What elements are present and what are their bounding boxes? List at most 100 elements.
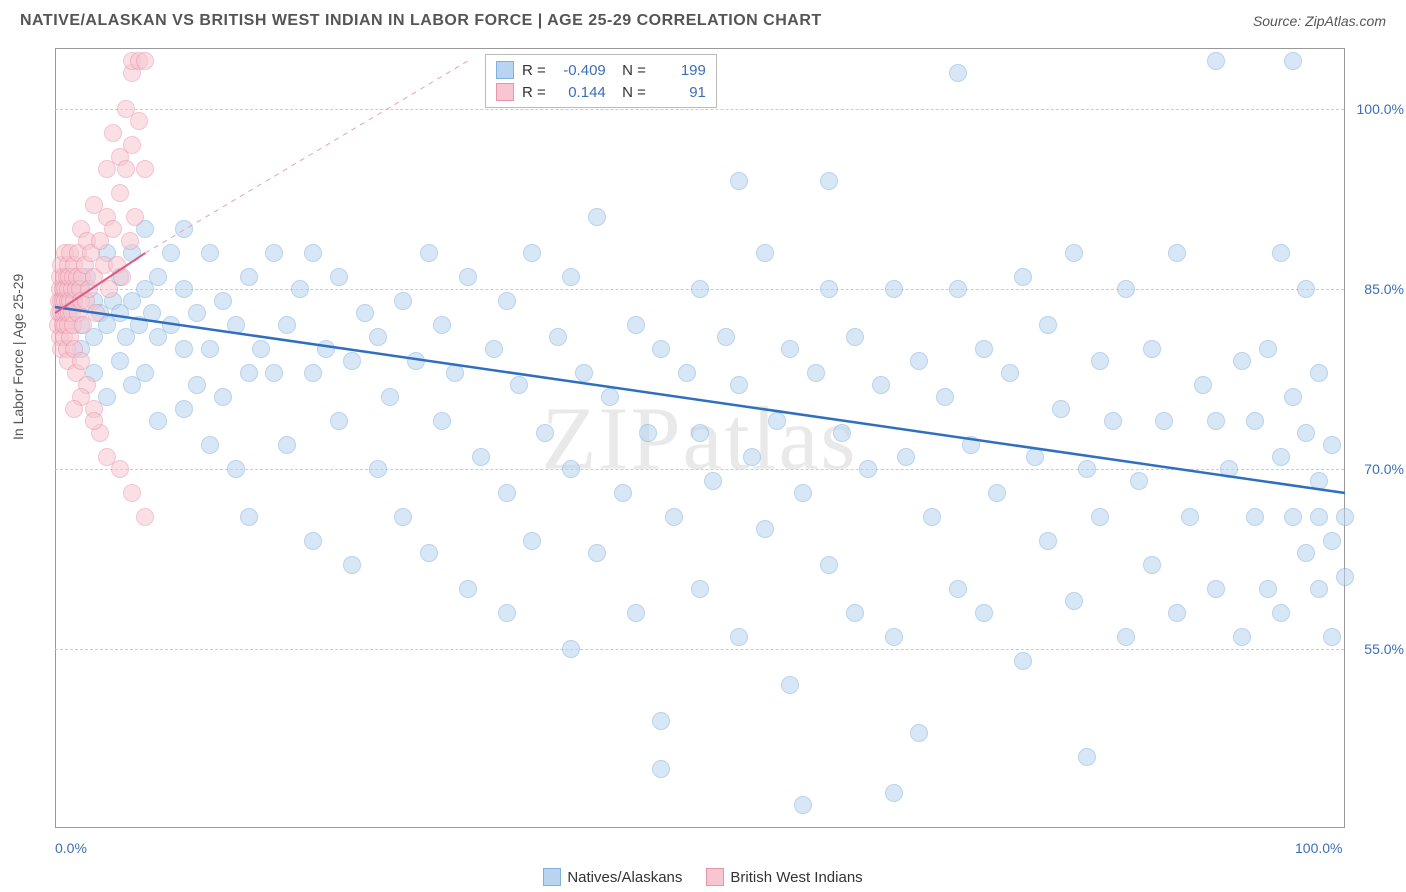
stat-label: R = — [522, 84, 546, 101]
swatch-icon — [706, 868, 724, 886]
data-point — [136, 508, 154, 526]
data-point — [1143, 556, 1161, 574]
data-point — [201, 436, 219, 454]
swatch-icon — [496, 61, 514, 79]
data-point — [1014, 268, 1032, 286]
data-point — [846, 328, 864, 346]
data-point — [149, 268, 167, 286]
data-point — [1039, 532, 1057, 550]
data-point — [130, 112, 148, 130]
gridline — [55, 109, 1344, 110]
stat-n-value: 91 — [654, 84, 706, 101]
data-point — [1310, 364, 1328, 382]
data-point — [188, 304, 206, 322]
data-point — [1220, 460, 1238, 478]
chart-title: NATIVE/ALASKAN VS BRITISH WEST INDIAN IN… — [20, 12, 822, 30]
data-point — [330, 412, 348, 430]
data-point — [485, 340, 503, 358]
data-point — [1272, 448, 1290, 466]
data-point — [1130, 472, 1148, 490]
data-point — [104, 220, 122, 238]
data-point — [794, 484, 812, 502]
data-point — [562, 268, 580, 286]
data-point — [936, 388, 954, 406]
data-point — [104, 124, 122, 142]
data-point — [317, 340, 335, 358]
stats-row: R = 0.144 N = 91 — [496, 81, 706, 103]
data-point — [175, 340, 193, 358]
data-point — [278, 436, 296, 454]
data-point — [1104, 412, 1122, 430]
data-point — [678, 364, 696, 382]
data-point — [1272, 604, 1290, 622]
data-point — [162, 244, 180, 262]
data-point — [949, 280, 967, 298]
data-point — [446, 364, 464, 382]
data-point — [536, 424, 554, 442]
data-point — [1078, 460, 1096, 478]
data-point — [1207, 412, 1225, 430]
data-point — [149, 412, 167, 430]
data-point — [885, 784, 903, 802]
data-point — [136, 52, 154, 70]
data-point — [265, 364, 283, 382]
data-point — [433, 316, 451, 334]
data-point — [627, 604, 645, 622]
data-point — [304, 364, 322, 382]
data-point — [820, 556, 838, 574]
data-point — [704, 472, 722, 490]
data-point — [123, 136, 141, 154]
data-point — [201, 340, 219, 358]
data-point — [820, 172, 838, 190]
data-point — [562, 640, 580, 658]
data-point — [1259, 580, 1277, 598]
data-point — [665, 508, 683, 526]
data-point — [459, 580, 477, 598]
data-point — [252, 340, 270, 358]
data-point — [872, 376, 890, 394]
data-point — [691, 580, 709, 598]
stat-label: R = — [522, 62, 546, 79]
data-point — [214, 292, 232, 310]
data-point — [143, 304, 161, 322]
data-point — [175, 220, 193, 238]
data-point — [846, 604, 864, 622]
stats-row: R = -0.409 N = 199 — [496, 59, 706, 81]
data-point — [111, 460, 129, 478]
data-point — [175, 400, 193, 418]
data-point — [407, 352, 425, 370]
data-point — [949, 64, 967, 82]
data-point — [1039, 316, 1057, 334]
data-point — [72, 352, 90, 370]
data-point — [227, 460, 245, 478]
data-point — [1117, 280, 1135, 298]
data-point — [330, 268, 348, 286]
data-point — [420, 244, 438, 262]
data-point — [1014, 652, 1032, 670]
data-point — [136, 364, 154, 382]
data-point — [562, 460, 580, 478]
data-point — [923, 508, 941, 526]
chart-area: ZIPatlas R = -0.409 N = 199 R = 0.144 N … — [55, 48, 1345, 828]
data-point — [743, 448, 761, 466]
data-point — [1323, 628, 1341, 646]
data-point — [113, 268, 131, 286]
data-point — [730, 172, 748, 190]
data-point — [523, 532, 541, 550]
data-point — [859, 460, 877, 478]
data-point — [1207, 580, 1225, 598]
stat-label: N = — [614, 62, 646, 79]
data-point — [214, 388, 232, 406]
data-point — [162, 316, 180, 334]
data-point — [1259, 340, 1277, 358]
stat-r-value: 0.144 — [554, 84, 606, 101]
plot-surface — [55, 49, 1344, 828]
data-point — [1065, 592, 1083, 610]
data-point — [1078, 748, 1096, 766]
data-point — [459, 268, 477, 286]
data-point — [126, 208, 144, 226]
data-point — [897, 448, 915, 466]
data-point — [369, 328, 387, 346]
data-point — [369, 460, 387, 478]
data-point — [343, 352, 361, 370]
